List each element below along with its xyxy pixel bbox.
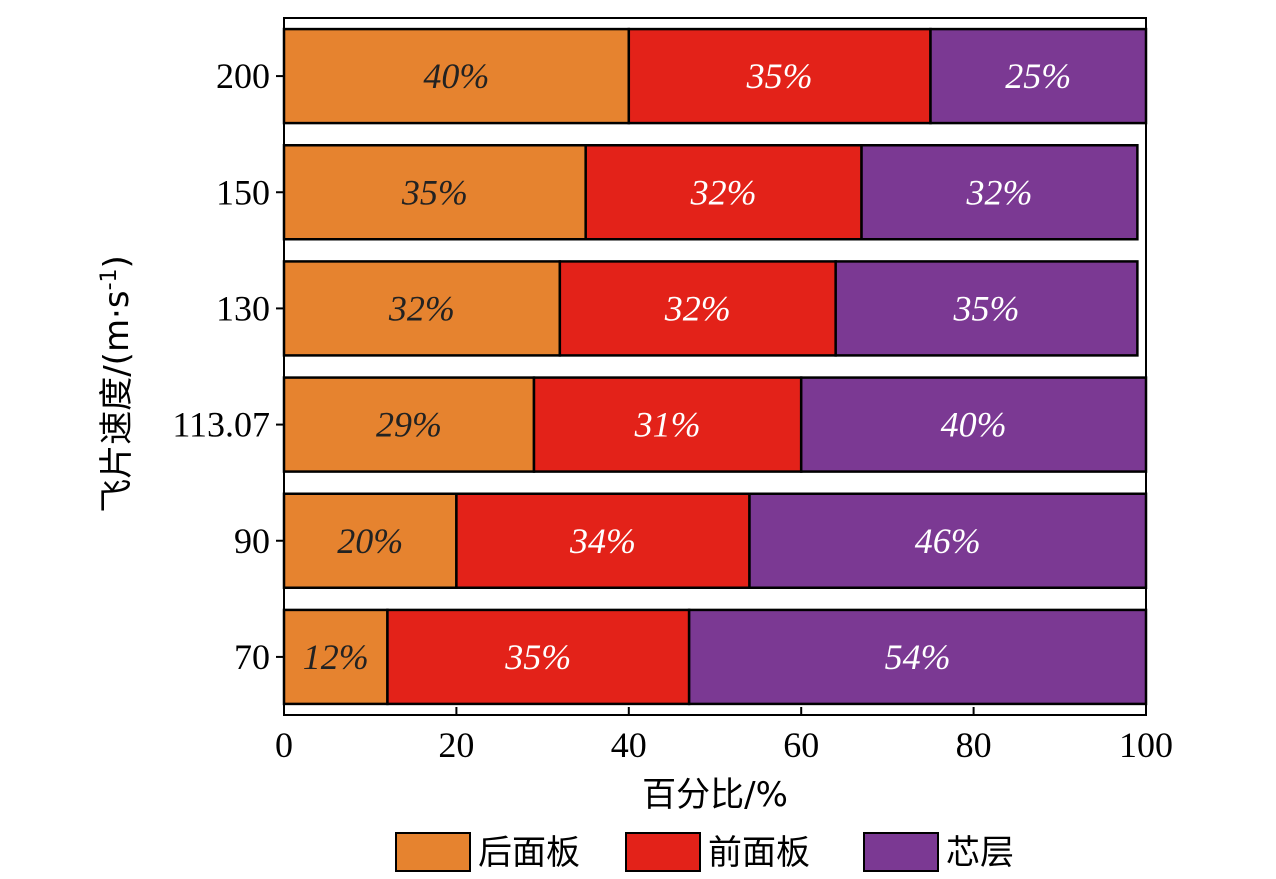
x-axis-title: 百分比/% (642, 775, 788, 815)
legend-swatch (863, 832, 939, 872)
legend-swatch (625, 832, 701, 872)
legend-label: 芯层 (946, 833, 1014, 873)
bar-segment (627, 27, 932, 125)
bars-group: 12% 35% 54% 20% 34% 46% 29% 31% 40% 32% 32% 35% 35% 3… (282, 27, 1148, 706)
x-tick-label: 0 (275, 725, 293, 765)
y-axis-title-main: 飞片速度/(m·s (97, 290, 137, 512)
data-label: 35% (746, 56, 813, 96)
y-axis-title-superscript: -1 (97, 268, 122, 290)
data-label: 25% (1005, 56, 1071, 96)
data-label: 29% (376, 405, 442, 445)
bar-segment (687, 608, 1148, 706)
bar-segment (282, 260, 562, 357)
data-label: 32% (388, 288, 455, 328)
y-tick-label: 90 (234, 521, 270, 561)
legend: 后面板 前面板 芯层 (395, 832, 1014, 873)
y-axis-ticks: 70 90 113.07 130 150 200 (172, 56, 284, 677)
bar-segment (532, 376, 803, 473)
bar-segment (748, 492, 1148, 589)
y-tick-label: 130 (216, 288, 270, 328)
y-tick-label: 200 (216, 56, 270, 96)
bar-segment (282, 144, 587, 241)
data-label: 34% (569, 521, 636, 561)
y-tick-label: 113.07 (172, 405, 270, 445)
bar-segment (799, 376, 1148, 473)
x-tick-label: 60 (783, 725, 819, 765)
data-label: 32% (965, 172, 1032, 212)
x-tick-label: 20 (438, 725, 474, 765)
data-label: 40% (941, 405, 1007, 445)
bar-segment (386, 608, 691, 706)
legend-label: 前面板 (708, 833, 810, 873)
y-axis-title-close: ) (97, 255, 137, 268)
y-tick-label: 150 (216, 172, 270, 212)
data-label: 32% (690, 172, 757, 212)
data-label: 35% (953, 288, 1020, 328)
x-tick-label: 100 (1119, 725, 1173, 765)
data-label: 31% (634, 405, 701, 445)
data-label: 12% (303, 637, 369, 677)
data-label: 35% (401, 172, 468, 212)
legend-label: 后面板 (478, 833, 580, 873)
bar-segment (455, 492, 751, 589)
bar-segment (860, 144, 1139, 241)
data-label: 32% (664, 288, 731, 328)
data-label: 40% (423, 56, 489, 96)
data-label: 20% (337, 521, 403, 561)
y-axis-title: 飞片速度/(m·s-1) (97, 255, 138, 513)
plot-frame (283, 17, 1147, 716)
x-tick-label: 80 (956, 725, 992, 765)
legend-swatch (395, 832, 471, 872)
bar-segment (584, 144, 863, 241)
data-label: 46% (915, 521, 981, 561)
y-tick-label: 70 (234, 637, 270, 677)
x-axis-ticks: 0 20 40 60 80 100 (275, 707, 1173, 765)
bar-segment (834, 260, 1139, 357)
bar-segment (929, 27, 1148, 125)
data-label: 54% (885, 637, 951, 677)
bar-segment (282, 376, 536, 473)
data-label: 35% (504, 637, 571, 677)
x-tick-label: 40 (611, 725, 647, 765)
